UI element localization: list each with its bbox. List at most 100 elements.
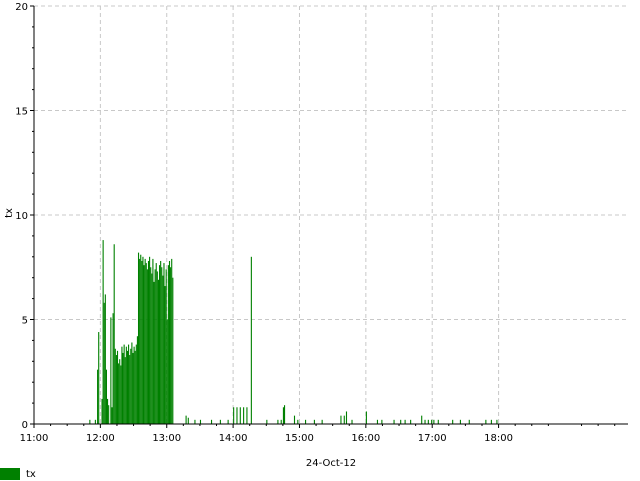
bar-tx [376, 419, 379, 424]
bar-tx [98, 332, 100, 424]
bar-tx [185, 415, 187, 424]
bar-tx [156, 271, 158, 424]
grid [34, 5, 628, 424]
bar-tx [122, 352, 124, 424]
bar-tx [120, 365, 122, 424]
bar-tx [153, 281, 155, 424]
bar-tx [143, 265, 145, 424]
bar-tx [297, 419, 299, 424]
bar-tx [94, 419, 96, 424]
bar-tx [266, 419, 268, 424]
bar-tx [340, 415, 342, 424]
bar-tx [145, 263, 147, 424]
x-tick-label: 14:00 [219, 433, 248, 444]
bar-tx [410, 419, 412, 424]
bar-tx [154, 269, 156, 424]
bar-tx [124, 357, 126, 424]
bar-tx [345, 411, 348, 424]
bar-tx [116, 350, 119, 424]
bar-tx [210, 419, 213, 424]
bar-tx [424, 419, 426, 424]
bar-tx [167, 265, 169, 424]
bar-tx [468, 419, 470, 424]
bar-tx [171, 258, 173, 424]
bar-tx [150, 267, 152, 424]
bar-tx [114, 348, 116, 424]
bar-tx [128, 344, 130, 424]
bar-tx [283, 405, 286, 424]
bar-tx [97, 369, 99, 424]
bar-tx [132, 352, 134, 424]
bar-tx [139, 258, 141, 424]
bar-tx [163, 263, 165, 424]
ticks: 0 5 10 15 20 11:00 12:00 13:00 14:00 15:00 16:00 17… [15, 2, 616, 444]
y-tick-label: 20 [15, 2, 28, 13]
bar-tx [147, 260, 150, 424]
bar-tx [404, 419, 406, 424]
bar-tx [343, 415, 345, 424]
bar-tx [227, 419, 229, 424]
bar-tx [102, 240, 104, 424]
bar-tx [351, 419, 353, 424]
bar-tx [164, 286, 166, 424]
bar-tx [194, 419, 196, 424]
bar-tx [107, 398, 109, 424]
bar-tx [305, 419, 307, 424]
y-tick-label: 5 [22, 316, 28, 327]
bar-tx [165, 269, 167, 424]
y-axis-label: tx [4, 208, 15, 218]
bar-tx [293, 415, 296, 424]
bar-tx [381, 419, 383, 424]
x-tick-label: 15:00 [285, 433, 314, 444]
series-tx [89, 240, 498, 424]
x-tick-label: 12:00 [86, 433, 115, 444]
bar-tx [427, 419, 429, 424]
y-tick-label: 15 [15, 107, 28, 118]
bar-tx [157, 279, 159, 424]
bar-tx [170, 267, 172, 424]
bar-tx [104, 294, 106, 424]
bar-tx [160, 260, 162, 424]
bar-tx [421, 415, 423, 424]
bar-tx [121, 346, 123, 424]
x-tick-label: 16:00 [351, 433, 380, 444]
bar-tx [115, 355, 117, 424]
bar-tx [125, 346, 127, 424]
bar-tx [490, 419, 492, 424]
legend-label-tx: tx [26, 468, 36, 480]
y-tick-label: 0 [22, 420, 28, 431]
bar-tx [452, 419, 454, 424]
x-tick-label: 17:00 [418, 433, 447, 444]
bar-tx [155, 263, 157, 424]
x-tick-label: 13:00 [152, 433, 181, 444]
bar-tx [168, 260, 171, 424]
bar-tx [129, 355, 131, 424]
bar-tx [365, 411, 367, 424]
bar-tx [113, 244, 115, 424]
bar-tx [161, 267, 163, 424]
bar-tx [151, 273, 153, 424]
bar-tx [108, 405, 110, 424]
bar-tx [431, 419, 433, 424]
bar-tx [277, 419, 279, 424]
bar-tx [103, 302, 105, 424]
bar-tx [219, 419, 221, 424]
bar-tx [250, 256, 252, 424]
bar-tx [112, 313, 114, 424]
bar-tx [110, 317, 112, 424]
x-axis-label: 24-Oct-12 [306, 458, 356, 469]
legend-swatch-tx [0, 468, 20, 480]
bar-tx [485, 419, 487, 424]
y-tick-label: 10 [15, 211, 28, 222]
bar-tx [146, 269, 148, 424]
bar-tx [459, 419, 461, 424]
bar-tx [280, 419, 282, 424]
bar-tx [166, 319, 168, 424]
bar-tx [152, 258, 154, 424]
bar-tx [118, 363, 120, 424]
bar-tx [136, 336, 138, 424]
bar-tx [130, 348, 132, 424]
bar-tx [236, 407, 238, 424]
bar-tx [162, 275, 164, 424]
bar-tx [144, 258, 146, 424]
